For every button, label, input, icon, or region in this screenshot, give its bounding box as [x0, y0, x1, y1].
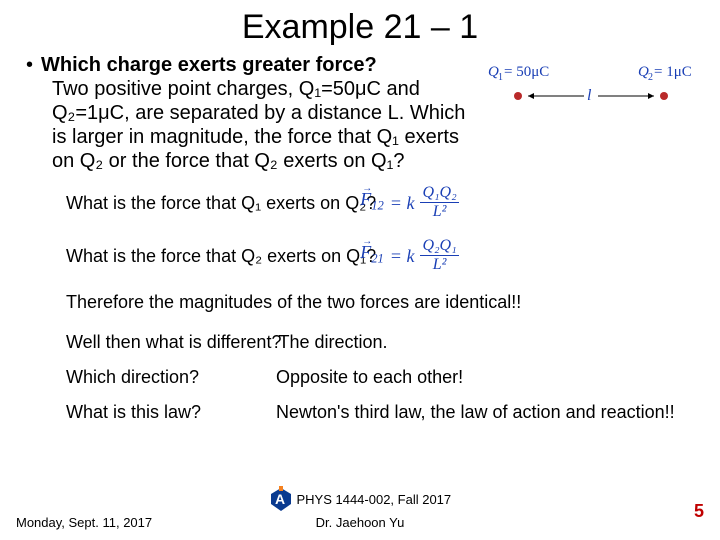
charge-diagram: Q 1 = 50μC Q 2 = 1μC l — [484, 60, 706, 116]
line-well-row: Well then what is different? The directi… — [66, 331, 704, 353]
f12-frac: Q₁Q₂ L² — [420, 185, 458, 220]
formula-f12: F12 = k Q₁Q₂ L² — [360, 185, 458, 220]
arrow-right — [648, 93, 654, 99]
q-direction: Which direction? — [66, 367, 276, 388]
page-number: 5 — [694, 501, 704, 522]
q-law: What is this law? — [66, 402, 276, 423]
a-well: The direction. — [278, 332, 387, 352]
sep-label: l — [587, 87, 592, 104]
q1-sub: 1 — [498, 72, 503, 83]
logo-a: A — [275, 491, 285, 507]
q1-eq: = 50μC — [504, 64, 549, 80]
dot-q2 — [660, 92, 668, 100]
bullet-lead: Which charge exerts greater force? — [41, 53, 377, 77]
problem-body: Two positive point charges, Q₁=50μC and … — [52, 77, 472, 173]
formula-f21: F21 = k Q₂Q₁ L² — [360, 238, 458, 273]
f21-lhs: F21 — [360, 241, 384, 270]
dot-q1 — [514, 92, 522, 100]
q-f21: What is the force that Q₂ exerts on Q₁? — [66, 245, 376, 267]
line-therefore: Therefore the magnitudes of the two forc… — [66, 291, 704, 313]
a-law: Newton's third law, the law of action an… — [276, 402, 675, 423]
f12-lhs: F12 — [360, 188, 384, 217]
equals2: = k — [390, 245, 415, 267]
slide: Example 21 – 1 • Which charge exerts gre… — [0, 0, 720, 540]
uta-logo: A — [269, 486, 293, 515]
diagram-svg: Q 1 = 50μC Q 2 = 1μC l — [484, 60, 706, 116]
arrow-left — [528, 93, 534, 99]
line-f21: What is the force that Q₂ exerts on Q₁? … — [66, 238, 704, 273]
equals: = k — [390, 192, 415, 214]
q2-sub: 2 — [648, 72, 653, 83]
row-law: What is this law? Newton's third law, th… — [16, 402, 704, 423]
a-direction: Opposite to each other! — [276, 367, 463, 388]
page-title: Example 21 – 1 — [16, 8, 704, 47]
footer-instructor: Dr. Jaehoon Yu — [316, 515, 405, 530]
footer-center: A PHYS 1444-002, Fall 2017 Dr. Jaehoon Y… — [0, 486, 720, 530]
row-direction: Which direction? Opposite to each other! — [16, 367, 704, 388]
f21-frac: Q₂Q₁ L² — [420, 238, 458, 273]
footer-course: PHYS 1444-002, Fall 2017 — [296, 492, 451, 507]
logo-flame — [279, 486, 283, 491]
q-well: Well then what is different? — [66, 332, 281, 352]
line-f12: What is the force that Q₁ exerts on Q₂? … — [66, 185, 704, 220]
q2-eq: = 1μC — [654, 64, 692, 80]
bullet-icon: • — [26, 53, 33, 77]
q-f12: What is the force that Q₁ exerts on Q₂? — [66, 192, 376, 214]
bullet-content: Which charge exerts greater force? — [41, 53, 377, 77]
